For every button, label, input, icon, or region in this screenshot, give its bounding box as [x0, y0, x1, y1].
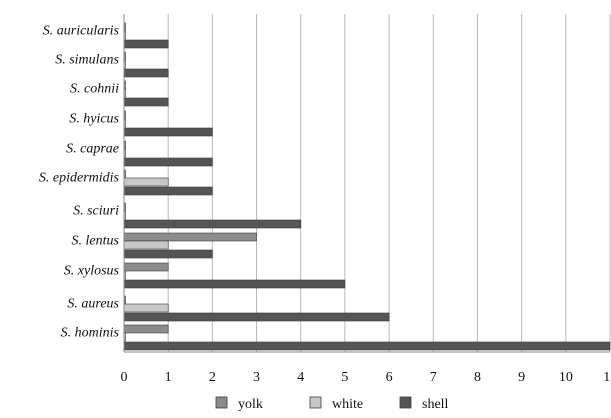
x-tick-label: 10: [559, 370, 573, 385]
bar-shell: [124, 40, 168, 48]
x-tick-label: 0: [121, 370, 128, 385]
bar-yolk: [124, 233, 257, 241]
x-tick-label: 7: [430, 370, 437, 385]
grid-lines: [168, 14, 610, 352]
x-tick-label: 4: [297, 370, 304, 385]
x-tick-label: 1: [165, 370, 172, 385]
category-labels: S. auricularis S. simulans S. cohnii S. hyi…: [39, 24, 120, 341]
legend-label: yolk: [238, 397, 263, 412]
category-label: S. aureus: [67, 297, 119, 312]
legend-item-yolk: yolk: [216, 397, 263, 412]
category-label: S. hominis: [61, 326, 120, 341]
category-label: S. hyicus: [69, 112, 119, 127]
category-label: S. cohnii: [70, 82, 119, 97]
category-label: S. auricularis: [43, 24, 120, 39]
bar-white: [124, 241, 168, 249]
bar-shell: [124, 280, 345, 288]
x-tick-label: 3: [253, 370, 260, 385]
legend-label: shell: [422, 397, 449, 412]
bar-shell: [124, 313, 389, 321]
category-label: S. sciuri: [73, 204, 119, 219]
legend-swatch: [216, 397, 227, 408]
x-tick-label: 11: [603, 370, 611, 385]
bar-shell: [124, 98, 168, 106]
bar-shell: [124, 220, 301, 228]
category-label: S. xylosus: [64, 264, 120, 279]
bar-shell: [124, 342, 610, 350]
category-label: S. epidermidis: [39, 171, 120, 186]
legend-label: white: [332, 397, 363, 412]
category-label: S. lentus: [72, 234, 120, 249]
bar-shell: [124, 187, 212, 195]
legend-item-white: white: [310, 397, 363, 412]
bar-shell: [124, 158, 212, 166]
category-label: S. caprae: [66, 142, 119, 157]
legend-swatch: [400, 397, 411, 408]
x-tick-label: 9: [518, 370, 525, 385]
bar-yolk: [124, 325, 168, 333]
legend-swatch: [310, 397, 321, 408]
bar-shell: [124, 250, 212, 258]
x-tick-label: 8: [474, 370, 481, 385]
bar-shell: [124, 128, 212, 136]
x-tick-label: 5: [341, 370, 348, 385]
bar-white: [124, 178, 168, 186]
axes: [124, 14, 610, 352]
bar-shell: [124, 69, 168, 77]
x-tick-labels: 0 1 2 3 4 5 6 7 8 9 10 11: [121, 370, 611, 385]
category-label: S. simulans: [55, 53, 119, 68]
x-tick-label: 6: [386, 370, 393, 385]
legend-item-shell: shell: [400, 397, 449, 412]
bars: [124, 23, 610, 350]
bar-yolk: [124, 263, 168, 271]
legend: yolk white shell: [216, 397, 449, 412]
x-tick-label: 2: [209, 370, 216, 385]
bar-white: [124, 304, 168, 312]
